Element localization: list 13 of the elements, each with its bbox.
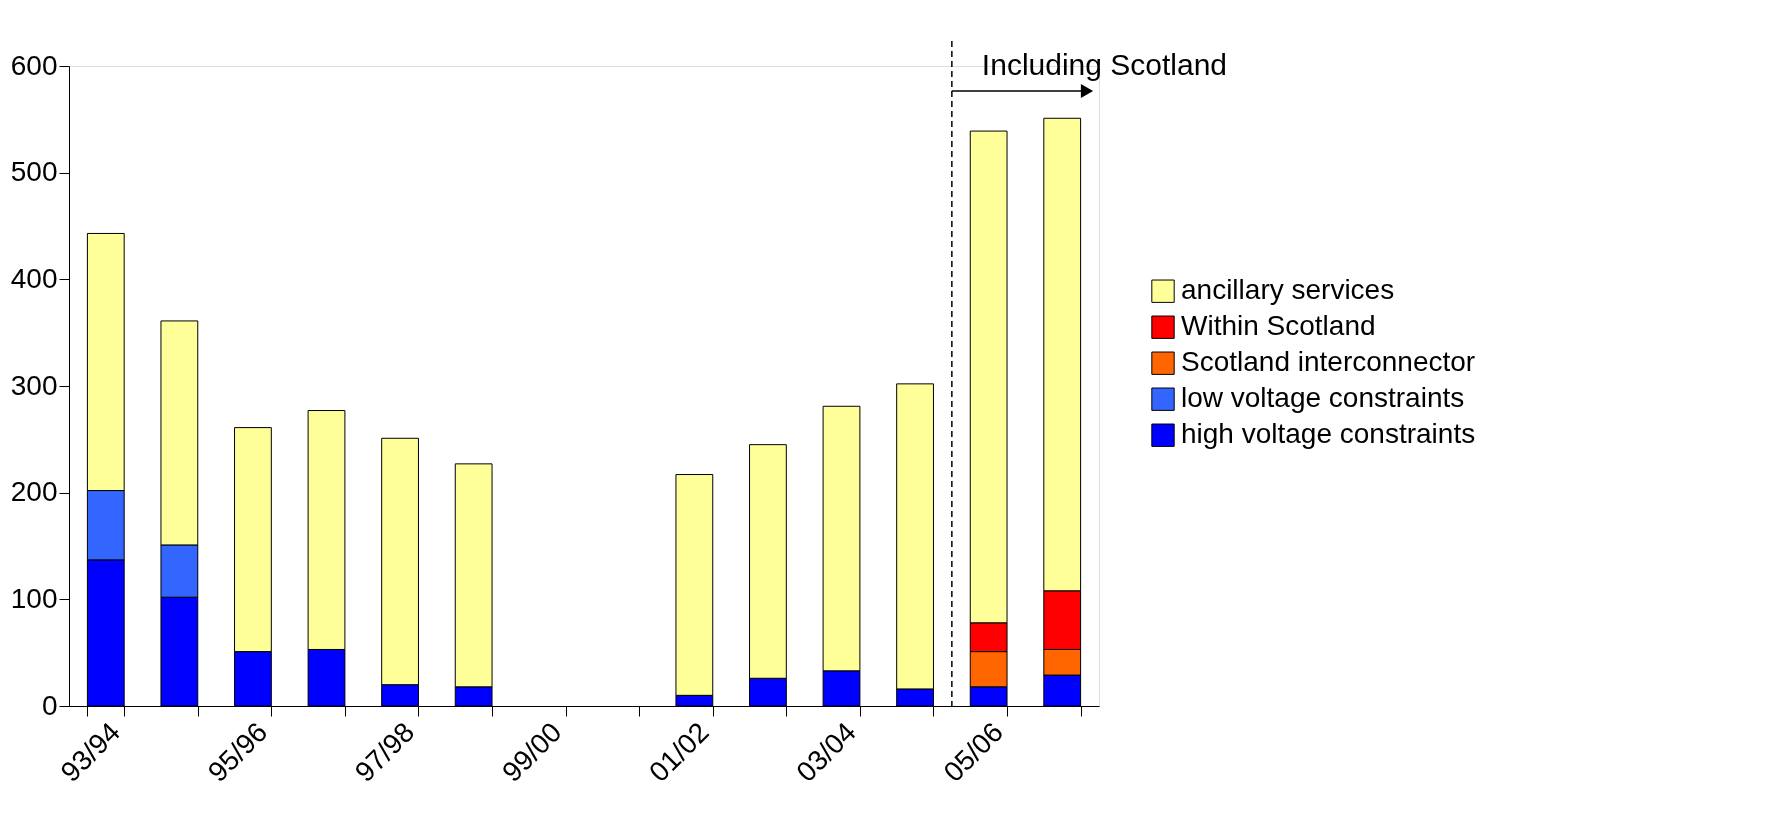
y-tick-label: 300 [10,369,58,401]
y-tick-label: 500 [10,156,58,188]
y-tick-label: 0 [41,689,58,721]
y-tick-label: 600 [10,49,58,81]
legend-label: Within Scotland [1181,310,1376,342]
legend-label: ancillary services [1181,274,1395,306]
y-tick-label: 100 [10,582,58,614]
legend-label: low voltage constraints [1181,382,1465,414]
y-tick-label: 400 [10,262,58,294]
y-tick-label: 200 [10,476,58,508]
legend-label: Scotland interconnector [1181,346,1476,378]
legend-label: high voltage constraints [1181,418,1476,450]
ref-line-label: Including Scotland [981,48,1228,81]
